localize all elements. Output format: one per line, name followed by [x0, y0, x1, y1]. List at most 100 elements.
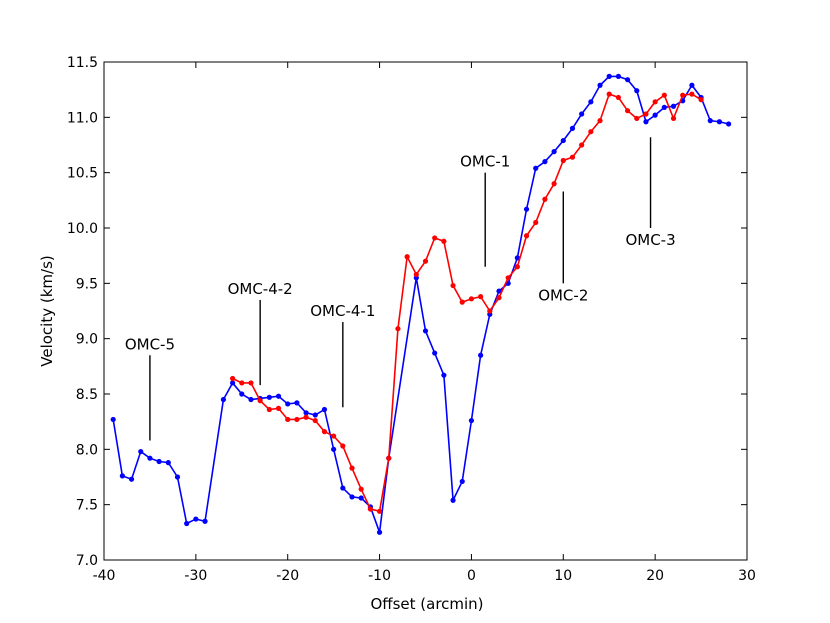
data-point [184, 520, 190, 527]
data-point [422, 328, 429, 334]
data-point [239, 391, 245, 397]
data-point [321, 406, 328, 413]
data-point [615, 73, 622, 79]
data-point [367, 506, 373, 512]
data-point [340, 443, 346, 449]
data-point [248, 396, 254, 403]
data-point [459, 478, 465, 485]
data-point [266, 406, 272, 413]
data-point [652, 112, 658, 118]
data-point [514, 264, 520, 270]
data-point [349, 494, 355, 500]
data-point [376, 529, 383, 535]
data-point [294, 416, 300, 423]
data-point [551, 149, 557, 155]
data-point [496, 288, 502, 294]
x-tick-label: -20 [276, 568, 299, 584]
data-point [110, 416, 116, 423]
data-point [294, 400, 300, 406]
data-point [257, 398, 263, 404]
data-point [496, 295, 502, 301]
data-point [138, 448, 144, 455]
data-point [533, 165, 539, 171]
data-point [560, 157, 566, 164]
data-point [689, 91, 695, 97]
data-point [441, 238, 447, 244]
x-tick-label: -30 [184, 568, 207, 584]
data-point [579, 111, 585, 117]
data-point [340, 485, 346, 491]
data-point [275, 393, 282, 399]
data-point [239, 380, 245, 386]
data-point [404, 254, 410, 260]
series-0 [110, 73, 732, 535]
data-point [588, 99, 594, 105]
annotation-label: OMC-5 [125, 335, 175, 353]
data-point [230, 380, 236, 386]
data-point [376, 508, 383, 514]
data-point [560, 137, 566, 144]
y-tick-label: 7.0 [76, 553, 98, 569]
data-point [689, 82, 695, 88]
data-point [275, 405, 282, 411]
data-point [468, 417, 475, 424]
data-point [523, 233, 530, 239]
data-point [652, 99, 658, 105]
y-tick-label: 9.0 [76, 332, 98, 348]
data-point [661, 104, 667, 110]
data-point [478, 352, 484, 358]
y-tick-label: 8.0 [76, 442, 98, 458]
data-point [569, 154, 576, 160]
data-point [312, 412, 318, 418]
data-point [542, 196, 548, 202]
data-point [395, 326, 401, 332]
x-tick-label: 0 [467, 568, 476, 584]
series-line [112, 75, 729, 533]
plot-border [103, 61, 748, 561]
annotation-label: OMC-4-1 [310, 302, 375, 320]
data-point [551, 181, 557, 187]
x-tick-label: 20 [646, 568, 664, 584]
plot-frame [103, 61, 748, 561]
series-layer [110, 73, 732, 535]
data-point [422, 258, 429, 264]
data-point [450, 497, 456, 503]
data-point [459, 299, 465, 305]
x-axis-label: Offset (arcmin) [370, 595, 483, 613]
y-tick-label: 9.5 [76, 276, 98, 292]
data-point [643, 119, 649, 125]
data-point [597, 118, 603, 124]
series-line [232, 93, 702, 513]
data-point [450, 282, 456, 289]
data-point [119, 473, 125, 479]
y-tick-label: 10.0 [67, 221, 98, 237]
annotation-label: OMC-3 [625, 231, 675, 249]
data-point [680, 92, 686, 98]
data-point [615, 94, 622, 101]
data-point [128, 476, 135, 482]
data-point [542, 159, 548, 165]
data-point [624, 108, 631, 114]
data-point [432, 235, 438, 241]
data-point [331, 433, 337, 439]
data-point [643, 111, 649, 117]
data-point [533, 219, 539, 226]
data-point [349, 465, 355, 471]
y-tick-label: 7.5 [76, 498, 98, 514]
axis-ticks: -40 -30 -20 -10 0 10 20 30 7.0 7.5 8.0 8.5 9.0 9.5 10.… [67, 55, 756, 584]
data-point [285, 416, 291, 423]
data-point [303, 410, 309, 416]
data-point [303, 414, 309, 420]
data-point [220, 396, 227, 403]
data-point [606, 91, 612, 97]
x-tick-label: -40 [93, 568, 116, 584]
data-point [569, 125, 576, 131]
y-axis-label: Velocity (km/s) [38, 255, 56, 366]
annotation-label: OMC-1 [460, 153, 510, 171]
data-point [588, 129, 594, 135]
data-point [165, 460, 171, 466]
data-point [248, 380, 254, 386]
data-point [606, 73, 612, 79]
x-tick-label: 10 [554, 568, 572, 584]
